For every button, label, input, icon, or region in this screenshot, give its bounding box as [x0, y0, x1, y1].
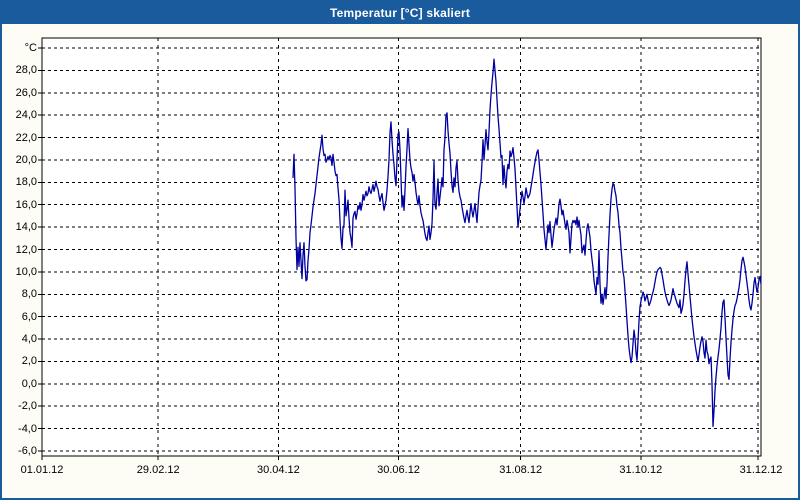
- y-axis-label: -4,0: [18, 422, 37, 435]
- y-axis-label: 26,0: [15, 86, 37, 99]
- y-axis-label: -2,0: [18, 400, 37, 413]
- plot-area: [41, 37, 762, 457]
- y-axis-label: 16,0: [15, 198, 37, 211]
- y-axis-label: 12,0: [15, 243, 37, 256]
- x-axis-label: 31.10.12: [619, 464, 663, 476]
- y-axis-label: 8,0: [21, 288, 37, 301]
- y-axis-label: 0,0: [21, 377, 37, 390]
- x-axis-label: 30.06.12: [377, 464, 420, 476]
- y-axis-label: 14,0: [15, 221, 37, 234]
- y-axis-label: 28,0: [15, 64, 37, 77]
- title-bar: Temperatur [°C] skaliert: [2, 2, 798, 24]
- y-axis-label: 18,0: [15, 176, 37, 189]
- chart-title: Temperatur [°C] skaliert: [329, 6, 471, 20]
- temperature-line: [292, 58, 762, 428]
- x-axis-label: 31.08.12: [499, 464, 543, 476]
- x-axis-label: 31.12.12: [739, 464, 783, 476]
- y-axis-label: 24,0: [15, 109, 37, 122]
- y-axis-label: °C: [24, 42, 37, 54]
- y-axis-label: 2,0: [21, 355, 37, 368]
- x-axis-label: 29.02.12: [136, 464, 180, 476]
- y-axis-label: -6,0: [18, 445, 37, 457]
- y-axis-label: 22,0: [15, 131, 37, 144]
- x-axis-label: 01.01.12: [20, 464, 64, 476]
- y-axis-label: 10,0: [15, 265, 37, 278]
- y-axis-label: 20,0: [15, 153, 37, 166]
- y-axis-label: 6,0: [21, 310, 37, 323]
- x-axis-label: 30.04.12: [256, 464, 300, 476]
- y-axis-label: 4,0: [21, 333, 37, 346]
